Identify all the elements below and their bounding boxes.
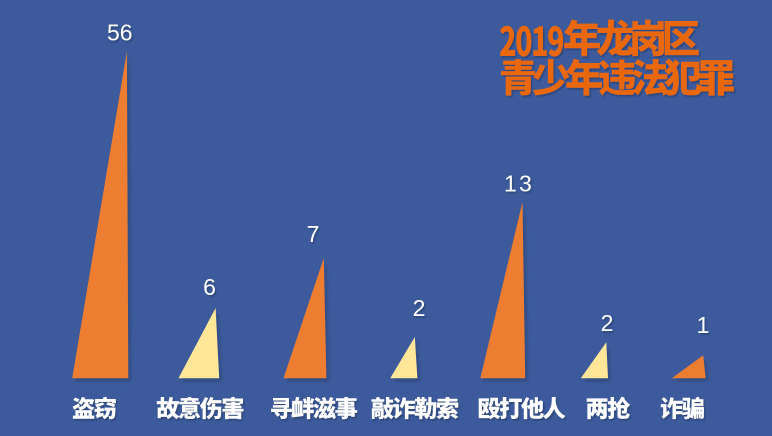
svg-text:13: 13	[504, 171, 534, 197]
svg-text:1: 1	[697, 312, 710, 338]
svg-text:2: 2	[601, 310, 614, 336]
svg-text:7: 7	[307, 221, 320, 247]
svg-text:6: 6	[203, 274, 216, 300]
svg-text:2: 2	[413, 295, 426, 321]
svg-text:56: 56	[107, 19, 133, 45]
